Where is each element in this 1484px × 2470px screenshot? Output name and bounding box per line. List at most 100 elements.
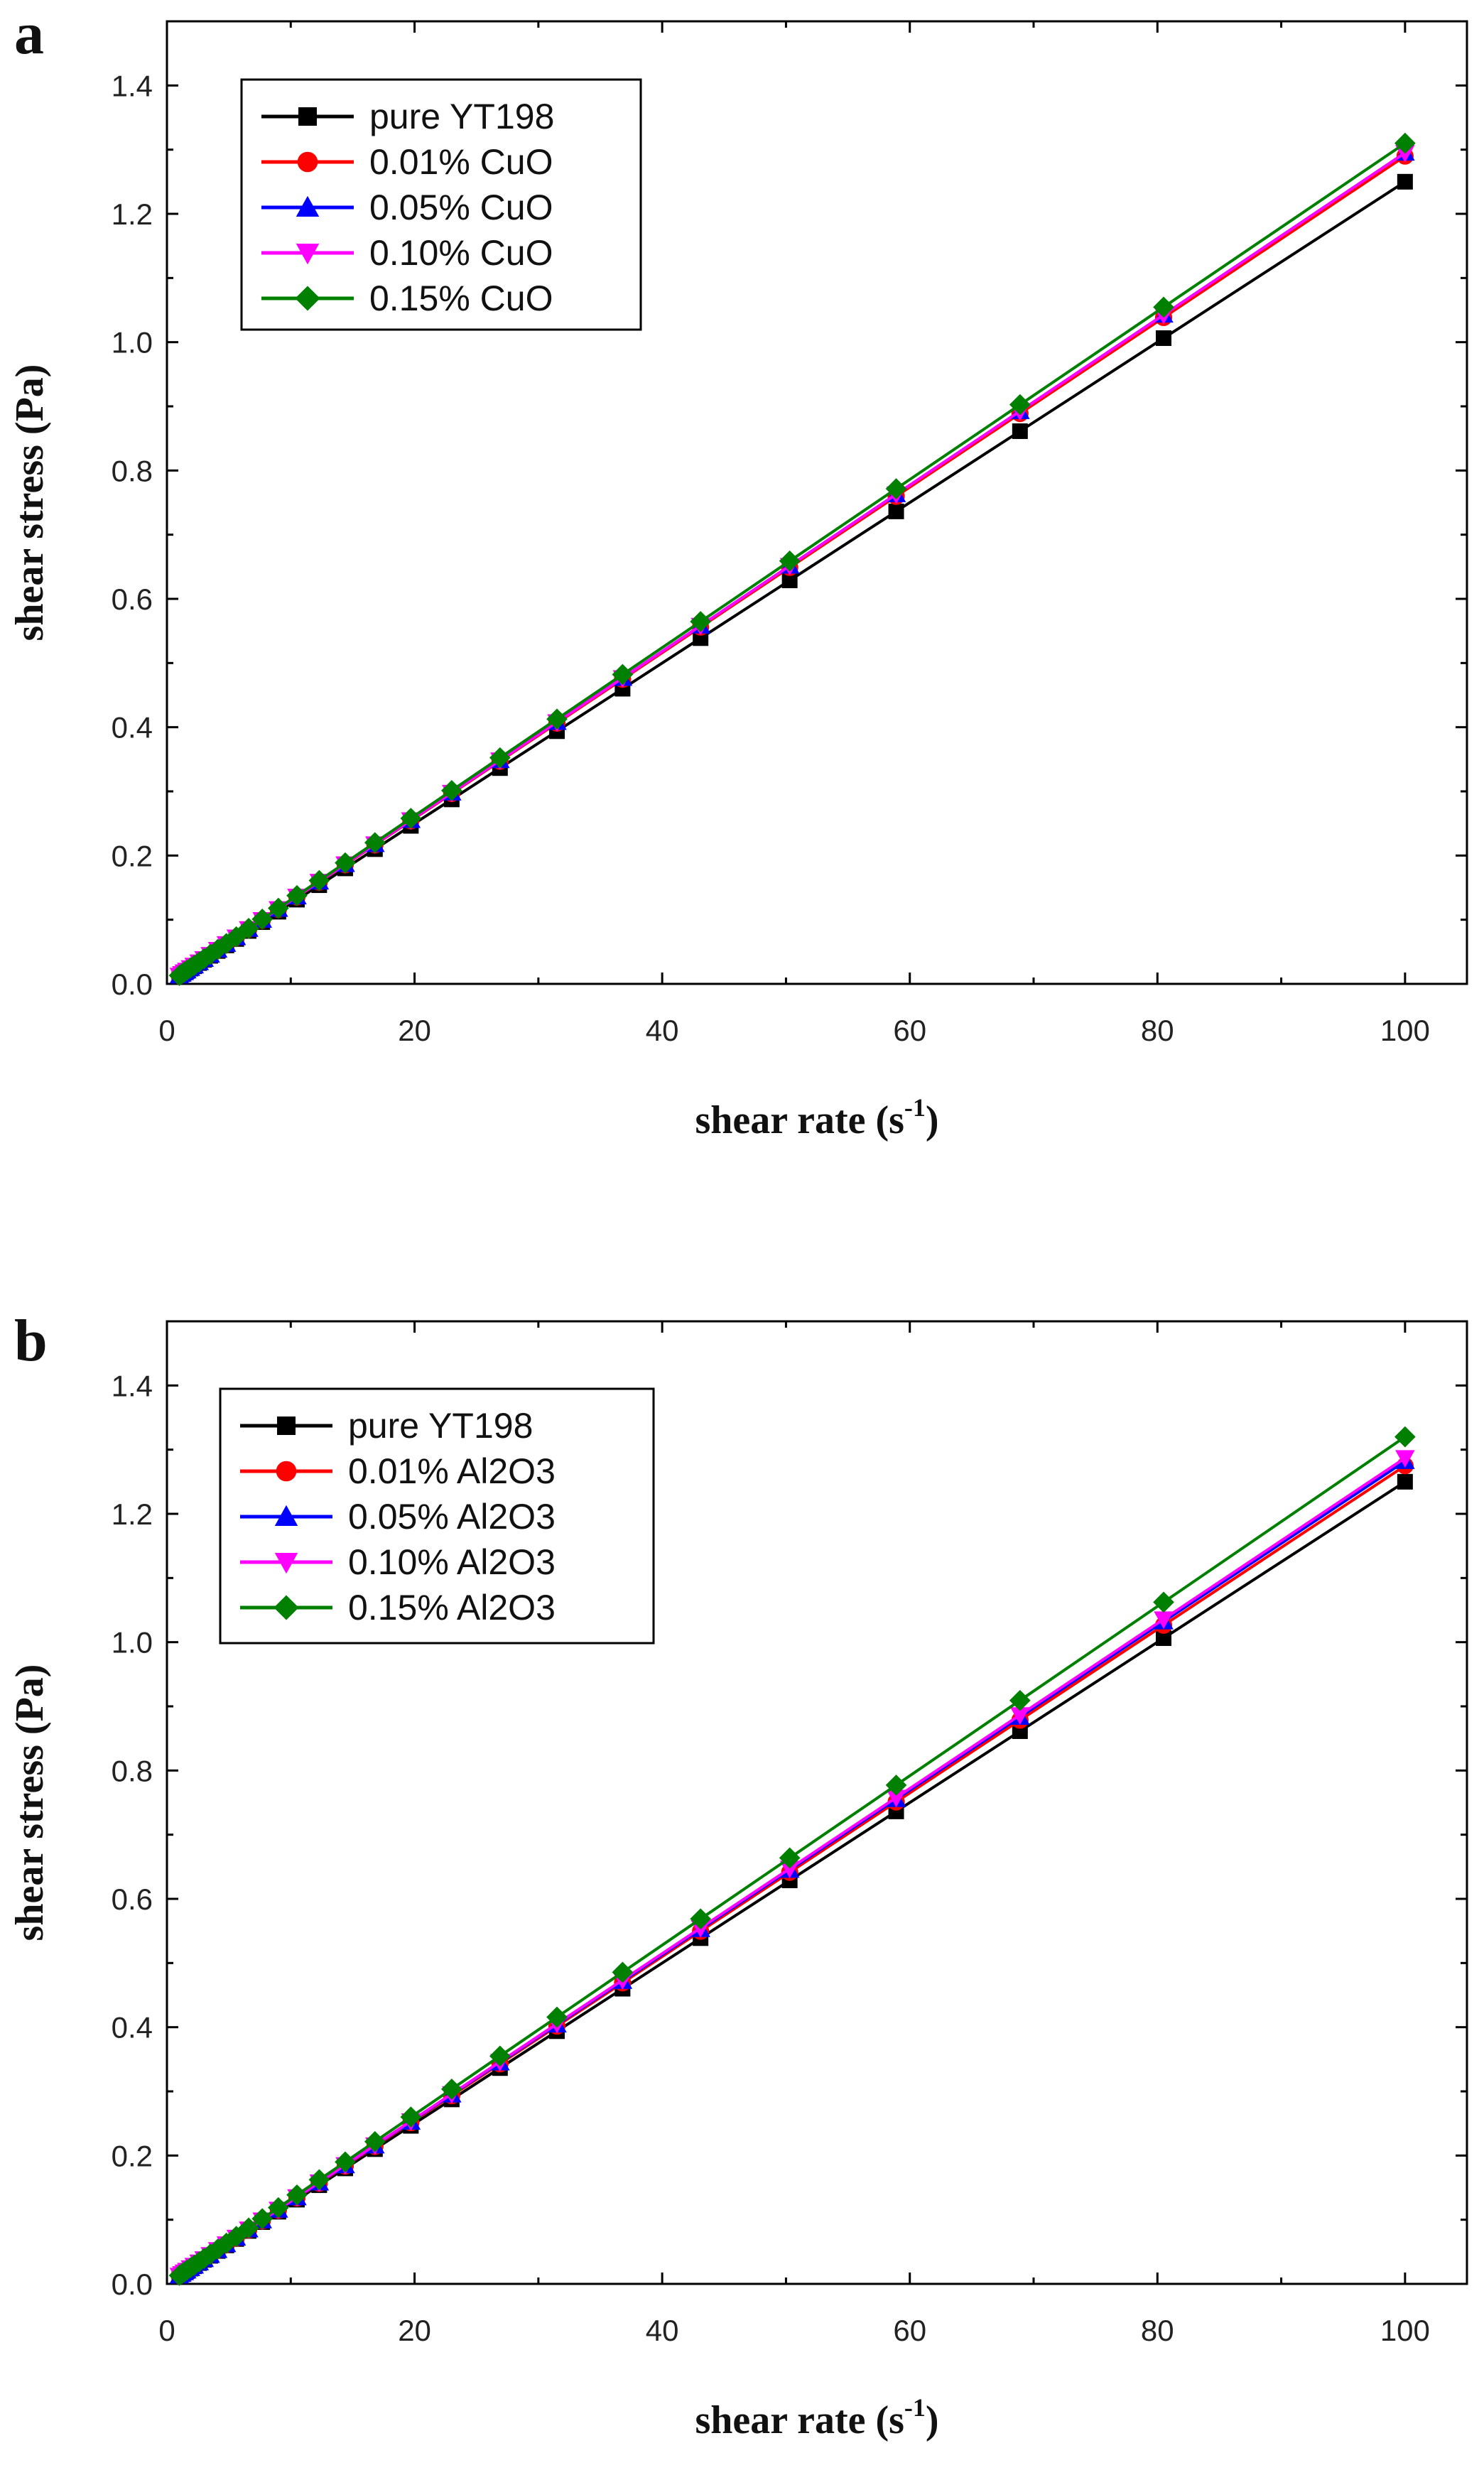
- y-tick-label: 1.2: [112, 197, 153, 231]
- legend-label: 0.15% CuO: [369, 278, 553, 318]
- data-point: [885, 478, 907, 499]
- y-tick-label: 0.4: [112, 2011, 153, 2044]
- y-tick-label: 0.2: [112, 2139, 153, 2172]
- data-point: [400, 808, 422, 829]
- x-axis-title-close: ): [926, 1098, 939, 1142]
- x-tick-label: 80: [1141, 1014, 1174, 1047]
- legend-marker: [274, 1505, 298, 1526]
- data-point: [1012, 423, 1028, 439]
- x-tick-label: 60: [893, 2314, 926, 2347]
- data-point: [1395, 145, 1415, 163]
- x-tick-label: 100: [1380, 2314, 1430, 2347]
- x-tick-label: 20: [398, 2314, 431, 2347]
- data-point: [251, 909, 273, 930]
- y-tick-label: 0.2: [112, 839, 153, 872]
- x-tick-label: 40: [646, 2314, 679, 2347]
- y-tick-label: 1.0: [112, 326, 153, 359]
- data-point: [612, 663, 634, 686]
- data-point: [779, 550, 801, 572]
- legend-marker: [296, 244, 320, 265]
- y-tick-label: 0.0: [112, 2268, 153, 2301]
- legend-marker: [295, 286, 320, 311]
- data-point: [268, 897, 289, 919]
- data-point: [546, 708, 568, 730]
- legend-label: 0.05% CuO: [369, 188, 553, 227]
- data-point: [1156, 1630, 1171, 1646]
- y-tick-label: 1.2: [112, 1497, 153, 1531]
- data-point: [400, 2106, 422, 2128]
- data-point: [1394, 132, 1416, 154]
- panel-label: b: [14, 1308, 48, 1374]
- x-axis-title: shear rate (s-1): [695, 1093, 938, 1142]
- data-point: [215, 2232, 237, 2254]
- y-tick-label: 0.8: [112, 1754, 153, 1787]
- legend-label: 0.10% CuO: [369, 233, 553, 273]
- x-axis-title-exponent: -1: [904, 1093, 926, 1122]
- data-point: [441, 779, 462, 801]
- x-tick-label: 60: [893, 1014, 926, 1047]
- data-point: [1009, 1689, 1031, 1711]
- x-axis-title-exponent: -1: [904, 2393, 926, 2422]
- panel-label: a: [14, 1, 44, 67]
- data-point: [335, 2151, 356, 2173]
- data-point: [268, 2197, 289, 2219]
- data-point: [1397, 1473, 1413, 1490]
- x-tick-label: 80: [1141, 2314, 1174, 2347]
- plot-frame: [166, 1320, 1468, 2285]
- x-axis-title-text: shear rate (s: [695, 2398, 904, 2442]
- data-point: [1010, 1707, 1030, 1725]
- legend-label: 0.10% Al2O3: [348, 1542, 556, 1582]
- data-point: [1009, 394, 1031, 416]
- x-tick-label: 0: [158, 2314, 175, 2347]
- y-axis-title: shear stress (Pa): [8, 1664, 52, 1941]
- x-axis-title: shear rate (s-1): [695, 2393, 938, 2442]
- data-point: [779, 1847, 801, 1869]
- series-0-15-cuo: [168, 132, 1416, 987]
- chart-panel-b: 0 20 40 60 80 100 0.0 0.2 0.4 0.6 0.8 1.0 1.2 1.4 shea…: [8, 1308, 1468, 2442]
- data-point: [286, 884, 308, 906]
- legend-label: pure YT198: [369, 97, 554, 136]
- data-point: [251, 2208, 273, 2230]
- y-axis-title: shear stress (Pa): [8, 364, 52, 641]
- x-axis-title-close: ): [926, 2398, 939, 2442]
- x-tick-label: 40: [646, 1014, 679, 1047]
- y-tick-label: 1.4: [112, 69, 153, 102]
- data-point: [690, 611, 712, 632]
- plot-frame: [166, 20, 1468, 985]
- data-point: [286, 2184, 308, 2206]
- x-tick-label: 0: [158, 1014, 175, 1047]
- data-point: [612, 1961, 634, 1983]
- data-point: [1397, 173, 1413, 190]
- data-point: [207, 938, 229, 960]
- data-point: [489, 747, 511, 769]
- legend: pure YT198 0.01% Al2O3 0.05% Al2O3 0.10% Al…: [219, 1387, 655, 1645]
- data-point: [886, 1789, 906, 1808]
- data-point: [1156, 330, 1171, 346]
- legend-marker: [276, 1461, 297, 1482]
- data-point: [364, 832, 386, 854]
- y-tick-label: 0.8: [112, 454, 153, 487]
- legend-marker: [296, 195, 320, 217]
- data-point: [308, 870, 330, 892]
- data-point: [335, 852, 356, 874]
- data-point: [690, 1908, 712, 1930]
- series-0-15-al2o3: [168, 1426, 1416, 2286]
- legend-label: pure YT198: [348, 1406, 533, 1446]
- data-point: [364, 2130, 386, 2152]
- legend-label: 0.01% Al2O3: [348, 1451, 556, 1491]
- x-tick-label: 20: [398, 1014, 431, 1047]
- legend-marker: [273, 1595, 299, 1620]
- data-point: [546, 2006, 568, 2028]
- data-point: [888, 503, 904, 519]
- y-tick-label: 0.4: [112, 711, 153, 744]
- legend-marker: [297, 151, 318, 173]
- x-tick-label: 100: [1380, 1014, 1430, 1047]
- y-tick-label: 0.0: [112, 968, 153, 1001]
- legend-marker: [298, 107, 317, 126]
- data-point: [1153, 1591, 1174, 1613]
- data-point: [225, 2226, 247, 2248]
- data-point: [1154, 1611, 1174, 1630]
- data-point: [779, 1860, 800, 1879]
- y-tick-label: 1.0: [112, 1626, 153, 1659]
